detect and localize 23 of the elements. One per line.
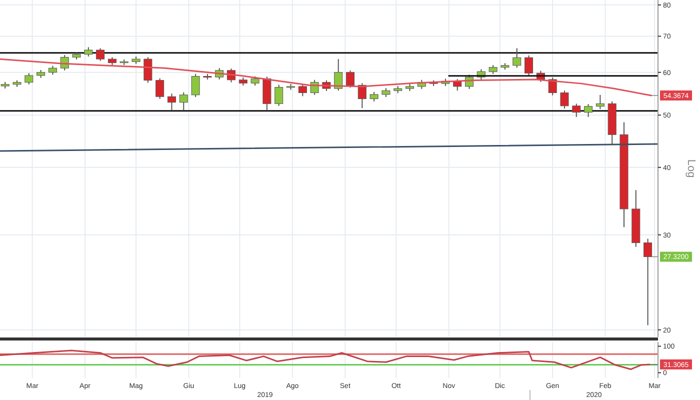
candlestick: [560, 90, 569, 110]
candlestick: [144, 56, 152, 84]
candlestick: [512, 48, 522, 68]
candlestick: [179, 92, 188, 111]
candlestick: [584, 104, 593, 118]
candlestick: [572, 103, 581, 118]
candlestick: [346, 70, 355, 88]
candlestick: [84, 46, 93, 57]
candlestick: [298, 84, 307, 97]
candlestick: [167, 93, 176, 111]
candlestick: [156, 78, 164, 100]
candlestick: [96, 48, 105, 62]
line-series: [0, 350, 650, 370]
candlestick: [250, 76, 260, 86]
candlestick: [370, 91, 378, 102]
candlestick: [274, 84, 284, 106]
candlestick: [548, 76, 557, 96]
candlestick: [24, 72, 34, 85]
candlestick: [596, 94, 604, 110]
candlestick: [524, 54, 534, 76]
candlestick: [334, 58, 343, 92]
candlestick: [191, 73, 200, 98]
y-axis-title: Log: [685, 159, 697, 178]
